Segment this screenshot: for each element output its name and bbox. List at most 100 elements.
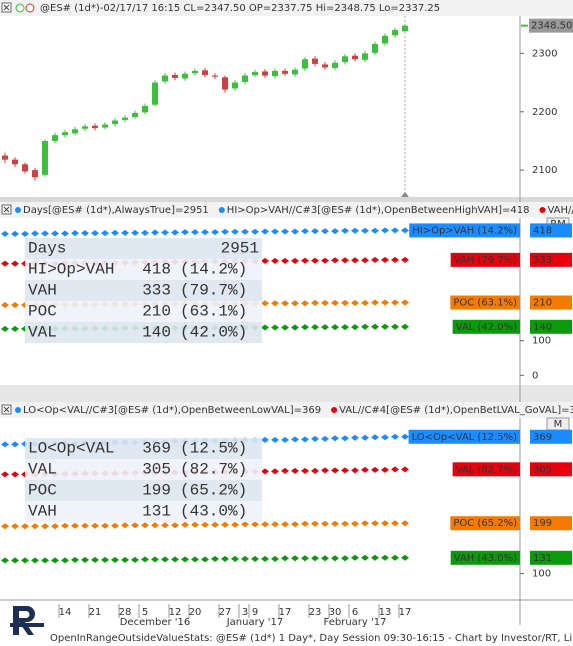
dot: [371, 323, 379, 330]
candle-body: [392, 30, 398, 36]
dot: [201, 556, 209, 563]
dot: [191, 229, 199, 236]
dot: [351, 434, 359, 441]
dot: [291, 467, 299, 474]
x-tick-label: 14: [59, 607, 72, 618]
dot: [281, 467, 289, 474]
dot: [131, 229, 139, 236]
x-tick-label: 5: [142, 607, 148, 618]
dot: [321, 324, 329, 331]
dot: [341, 555, 349, 562]
stats-pct: (12.5%): [180, 440, 247, 458]
stats-pct: (79.7%): [180, 282, 247, 300]
dot: [381, 323, 389, 330]
x-tick-label: 12: [169, 607, 182, 618]
value-box: [530, 252, 572, 267]
dot: [371, 520, 379, 527]
stats-row-bg: [25, 238, 262, 259]
candle-body: [252, 72, 258, 75]
value-tag: 131: [533, 553, 552, 564]
dot: [1, 441, 9, 448]
dot: [291, 257, 299, 264]
dot: [341, 227, 349, 234]
logo: [8, 604, 44, 636]
legend-dot: [539, 207, 546, 213]
legend-item: LO<Op<VAL//C#3[@ES# (1d*),OpenBetweenLow…: [23, 405, 321, 416]
dot: [61, 557, 69, 564]
separator: [0, 197, 573, 202]
dot: [271, 228, 279, 235]
dot: [341, 324, 349, 331]
dot: [51, 230, 59, 237]
dot: [71, 230, 79, 237]
candle-body: [62, 132, 68, 136]
dot: [401, 466, 409, 473]
dot: [251, 228, 259, 235]
dot: [391, 256, 399, 263]
candle-body: [372, 44, 378, 53]
dot: [331, 299, 339, 306]
candle-body: [2, 155, 8, 160]
stats-count: 2951: [221, 240, 259, 258]
dot: [341, 299, 349, 306]
stats-pct: (43.0%): [180, 503, 247, 521]
dot: [361, 434, 369, 441]
header-bar: [0, 202, 573, 218]
stats-count: 305: [142, 461, 171, 479]
dot: [271, 324, 279, 331]
dot: [331, 520, 339, 527]
dot: [261, 436, 269, 443]
dot: [291, 228, 299, 235]
tag-label: LO<Op<VAL (12.5%): [412, 432, 518, 443]
y-tick-label: 100: [532, 336, 551, 347]
candle-body: [382, 35, 388, 44]
candle-body: [282, 70, 288, 74]
y-tick-label: 2100: [532, 165, 557, 176]
dot: [101, 230, 109, 237]
dot: [311, 257, 319, 264]
separator: [0, 385, 573, 402]
dot: [351, 520, 359, 527]
dot: [221, 521, 229, 528]
candle-body: [142, 105, 148, 113]
dot: [331, 228, 339, 235]
header-icon: [15, 3, 25, 13]
candle-body: [92, 125, 98, 129]
legend-item: VAH//C: [547, 205, 573, 216]
dot: [391, 299, 399, 306]
dot: [361, 299, 369, 306]
dot: [321, 228, 329, 235]
x-tick-label: 21: [89, 607, 102, 618]
dot: [171, 229, 179, 236]
dot: [61, 522, 69, 529]
dot: [141, 556, 149, 563]
header-icon: [25, 3, 35, 13]
value-box: [530, 295, 572, 310]
dot: [381, 299, 389, 306]
dot: [281, 555, 289, 562]
dot: [81, 556, 89, 563]
logo-r: [13, 606, 35, 635]
dot: [281, 228, 289, 235]
legend-dot: [15, 207, 21, 213]
dot: [241, 555, 249, 562]
candle-body: [112, 120, 118, 125]
candle-body: [272, 70, 278, 77]
candle-body: [232, 82, 238, 89]
dot: [381, 227, 389, 234]
stats-row-bg: [25, 322, 262, 343]
dot: [231, 228, 239, 235]
candle-body: [172, 74, 178, 78]
dot: [281, 324, 289, 331]
dot: [281, 521, 289, 528]
dot: [301, 436, 309, 443]
candle-body: [182, 73, 188, 79]
dot: [101, 556, 109, 563]
dot: [201, 229, 209, 236]
dot: [131, 522, 139, 529]
candle-body: [32, 170, 38, 178]
x-tick-label: 6: [352, 607, 358, 618]
dot: [261, 555, 269, 562]
candle-body: [102, 124, 108, 128]
stats-pct: (82.7%): [180, 461, 247, 479]
